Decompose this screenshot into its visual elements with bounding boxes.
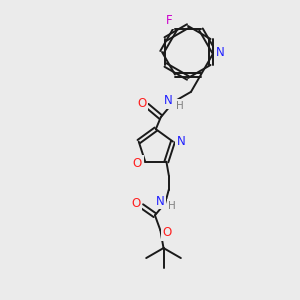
Text: N: N [164,94,173,107]
Text: N: N [216,46,224,59]
Text: N: N [177,135,185,148]
Text: O: O [131,196,140,210]
Text: O: O [137,97,147,110]
Text: O: O [133,157,142,170]
Text: F: F [166,14,172,27]
Text: O: O [163,226,172,239]
Text: H: H [176,101,184,111]
Text: H: H [168,201,176,211]
Text: N: N [156,194,165,208]
